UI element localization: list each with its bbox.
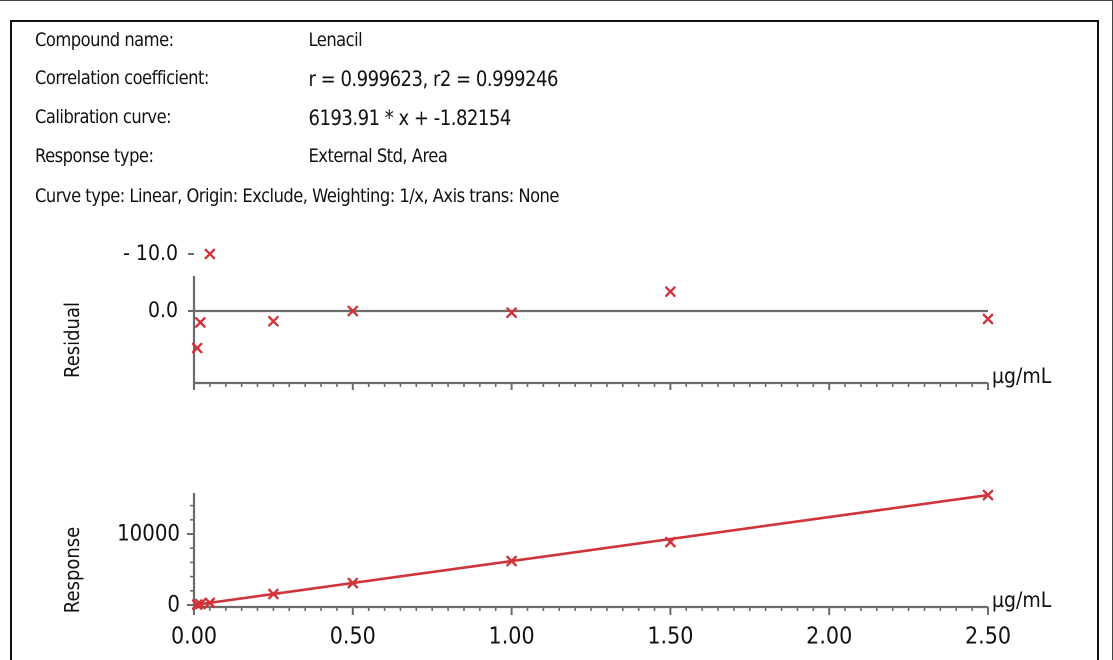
residual-panel: [188, 248, 994, 390]
residual-point: [506, 307, 517, 319]
response-x-tick-label-group: 1.00: [489, 623, 535, 649]
response-x-unit-label: µg/mL: [992, 587, 1052, 612]
response-x-tick-label: 2.00: [806, 623, 852, 649]
response-x-unit-label-group: µg/mL: [992, 587, 1052, 612]
calibration-fit-line: [193, 493, 989, 607]
response-point-stroke-b: [268, 588, 279, 600]
response-y-label: Response: [61, 527, 84, 613]
compound-name-value: Lenacil: [308, 29, 363, 51]
response-point: [347, 577, 359, 589]
response-x-tick-label: 1.50: [647, 623, 693, 649]
response-type-value: External Std, Area: [308, 145, 448, 167]
response-x-tick-label-group: 2.00: [806, 623, 852, 649]
response-x-tick-label-group: 2.50: [965, 623, 1011, 649]
response-x-tick-label-group: 0.50: [330, 623, 376, 649]
residual-point-stroke-b: [204, 248, 216, 260]
residual-y-tick-label-group: 0.0: [148, 297, 178, 322]
response-type-label: Response type:: [35, 145, 154, 167]
response-x-tick-label: 0.00: [171, 623, 217, 649]
correlation-value: r = 0.999623, r2 = 0.999246: [308, 67, 558, 91]
residual-point: [268, 315, 279, 327]
residual-point: [194, 317, 206, 328]
response-point: [191, 599, 203, 610]
response-y-label-group: Response: [61, 527, 84, 613]
response-point-stroke-b: [982, 489, 994, 501]
response-y-tick-label: 10000: [117, 520, 180, 545]
response-x-tick-label: 2.50: [965, 623, 1011, 649]
response-point-stroke-b: [506, 555, 517, 567]
response-x-tick-label: 1.00: [489, 623, 535, 649]
response-point: [268, 588, 279, 600]
residual-point: [204, 248, 216, 260]
response-point: [506, 555, 517, 567]
residual-point-stroke-b: [506, 307, 517, 319]
response-panel: [187, 489, 994, 615]
response-point-stroke-b: [204, 597, 216, 609]
response-point-stroke-b: [191, 599, 203, 610]
residual-y-label-group: Residual: [61, 302, 84, 378]
response-point-stroke-b: [347, 577, 359, 589]
residual-y-label: Residual: [61, 302, 84, 378]
response-point-stroke-b: [665, 536, 676, 548]
residual-point: [347, 305, 359, 317]
compound-name-label: Compound name:: [35, 29, 174, 51]
residual-point: [982, 313, 994, 325]
calibration-label: Calibration curve:: [35, 106, 172, 128]
residual-point-stroke-b: [268, 315, 279, 327]
calibration-value: 6193.91 * x + -1.82154: [308, 106, 511, 130]
response-y-tick-label-group: 0: [167, 591, 180, 616]
curve-settings-text: Curve type: Linear, Origin: Exclude, Wei…: [35, 185, 559, 207]
response-x-tick-label-group: 1.50: [647, 623, 693, 649]
response-point-stroke-b: [194, 598, 206, 610]
response-x-tick-label-group: 0.00: [171, 623, 217, 649]
residual-point: [191, 342, 203, 354]
response-point: [204, 597, 216, 609]
residual-x-unit-label-group: µg/mL: [992, 363, 1052, 388]
residual-point-stroke-b: [982, 313, 994, 325]
residual-y-tick-label: 0.0: [148, 297, 178, 322]
correlation-label: Correlation coefficient:: [35, 67, 209, 89]
response-point: [982, 489, 994, 501]
response-point: [665, 536, 676, 548]
residual-x-unit-label: µg/mL: [992, 363, 1052, 388]
response-y-tick-label-group: 10000: [117, 520, 180, 545]
residual-point: [665, 286, 676, 298]
residual-point-stroke-b: [194, 317, 206, 328]
response-y-tick-label: 0: [167, 591, 180, 616]
residual-y-tick-label: - 10.0: [123, 240, 178, 265]
report-panel: [10, 20, 1099, 660]
residual-point-stroke-b: [191, 342, 203, 354]
residual-point-stroke-b: [665, 286, 676, 298]
residual-point-stroke-b: [347, 305, 359, 317]
response-x-tick-label: 0.50: [330, 623, 376, 649]
residual-y-tick-label-group: - 10.0: [123, 240, 178, 265]
response-point: [194, 598, 206, 610]
